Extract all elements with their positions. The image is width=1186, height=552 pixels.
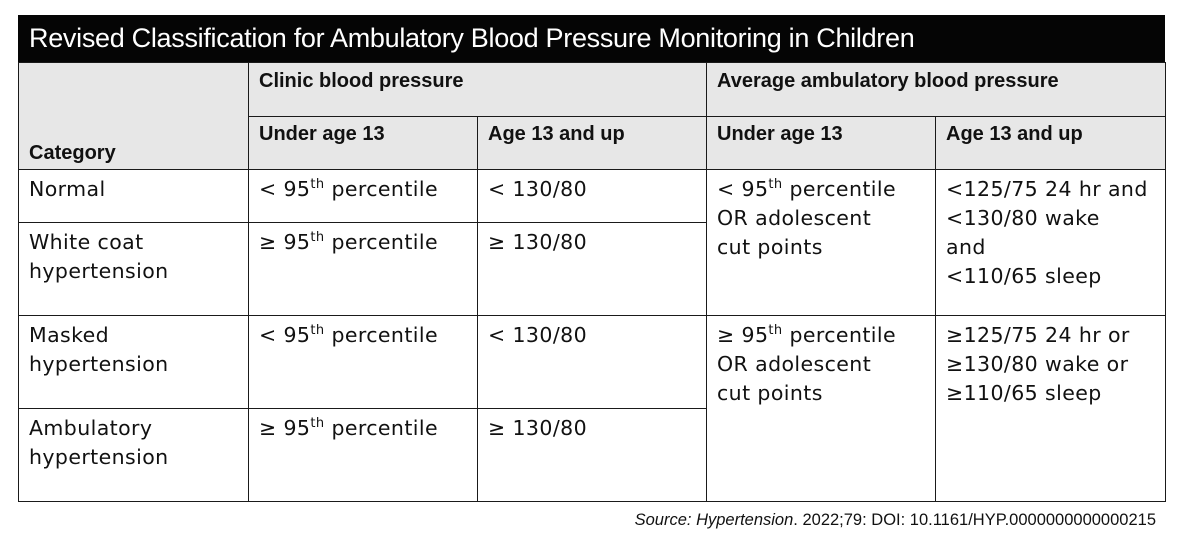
classification-table: Category Clinic blood pressure Average a… xyxy=(18,62,1167,502)
cell-line: and xyxy=(946,235,986,259)
source-journal: Hypertension xyxy=(696,511,794,529)
category-text: White coat xyxy=(29,230,144,254)
table-row-normal: Normal < 95th percentile < 130/80 < 95th… xyxy=(18,169,1167,316)
cell-line: ≥130/80 wake or xyxy=(946,352,1129,376)
source-citation: Source: Hypertension. 2022;79: DOI: 10.1… xyxy=(635,511,1156,530)
cell-line: <130/80 wake xyxy=(946,206,1100,230)
percentile-value: < 95 xyxy=(717,177,769,201)
superscript: th xyxy=(310,323,325,338)
percentile-label: percentile xyxy=(324,323,438,347)
category-text: Normal xyxy=(29,177,106,201)
clinic-13up-header: Age 13 and up xyxy=(476,116,708,170)
category-cell: Ambulatory hypertension xyxy=(18,408,249,502)
percentile-value: < 95 xyxy=(259,323,311,347)
percentile-label: percentile xyxy=(782,177,896,201)
clinic-13up-cell: < 130/80 xyxy=(476,315,708,409)
percentile-label: percentile xyxy=(324,230,438,254)
table-title: Revised Classification for Ambulatory Bl… xyxy=(18,15,1165,62)
cell-line: <125/75 24 hr and xyxy=(946,177,1148,201)
table-row-ambulatory: Ambulatory hypertension ≥ 95th percentil… xyxy=(18,408,1166,502)
superscript: th xyxy=(310,416,325,431)
clinic-under13-cell: < 95th percentile xyxy=(248,315,478,409)
superscript: th xyxy=(768,177,783,192)
superscript: th xyxy=(310,177,325,192)
percentile-label: percentile xyxy=(324,416,438,440)
category-header: Category xyxy=(18,62,249,170)
category-cell: Normal xyxy=(18,169,249,223)
percentile-value: < 95 xyxy=(259,177,311,201)
percentile-value: ≥ 95 xyxy=(717,323,769,347)
table-row-white-coat: White coat hypertension ≥ 95th percentil… xyxy=(18,222,1166,316)
cell-line: ≥125/75 24 hr or xyxy=(946,323,1130,347)
category-text: hypertension xyxy=(29,259,169,283)
ambulatory-group-header: Average ambulatory blood pressure xyxy=(706,62,1167,117)
category-text: hypertension xyxy=(29,352,169,376)
cell-line: ≥110/65 sleep xyxy=(946,381,1102,405)
category-cell: White coat hypertension xyxy=(18,222,249,316)
category-text: Ambulatory xyxy=(29,416,153,440)
percentile-value: ≥ 95 xyxy=(259,416,311,440)
clinic-group-header: Clinic blood pressure xyxy=(247,62,708,117)
clinic-13up-cell: ≥ 130/80 xyxy=(476,222,708,316)
amb-13up-cell: <125/75 24 hr and <130/80 wake and <110/… xyxy=(935,169,1167,316)
clinic-under13-header: Under age 13 xyxy=(248,116,478,170)
clinic-under13-cell: ≥ 95th percentile xyxy=(248,408,478,502)
superscript: th xyxy=(768,323,783,338)
cell-line: cut points xyxy=(717,381,823,405)
amb-13up-cell: ≥125/75 24 hr or ≥130/80 wake or ≥110/65… xyxy=(935,315,1167,502)
cell-line: <110/65 sleep xyxy=(946,264,1102,288)
sub-header-row: Under age 13 Age 13 and up Under age 13 … xyxy=(19,116,1167,170)
source-label: Source: xyxy=(634,511,692,529)
category-text: hypertension xyxy=(29,445,169,469)
category-cell: Masked hypertension xyxy=(18,315,249,409)
clinic-13up-cell: ≥ 130/80 xyxy=(476,408,708,502)
clinic-13up-cell: < 130/80 xyxy=(476,169,708,223)
table-row-masked: Masked hypertension < 95th percentile < … xyxy=(18,315,1167,502)
amb-13up-header: Age 13 and up xyxy=(935,116,1167,170)
percentile-label: percentile xyxy=(782,323,896,347)
amb-under13-cell: ≥ 95th percentile OR adolescent cut poin… xyxy=(706,315,937,502)
cell-line: OR adolescent xyxy=(717,206,872,230)
cell-line: cut points xyxy=(717,235,823,259)
percentile-value: ≥ 95 xyxy=(259,230,311,254)
superscript: th xyxy=(310,230,325,245)
clinic-under13-cell: ≥ 95th percentile xyxy=(248,222,478,316)
amb-under13-cell: < 95th percentile OR adolescent cut poin… xyxy=(706,169,937,316)
cell-line: OR adolescent xyxy=(717,352,872,376)
clinic-under13-cell: < 95th percentile xyxy=(248,169,478,223)
percentile-label: percentile xyxy=(324,177,438,201)
category-text: Masked xyxy=(29,323,110,347)
amb-under13-header: Under age 13 xyxy=(706,116,937,170)
source-details: . 2022;79: DOI: 10.1161/HYP.000000000000… xyxy=(793,511,1156,529)
group-header-row: Category Clinic blood pressure Average a… xyxy=(18,62,1167,170)
